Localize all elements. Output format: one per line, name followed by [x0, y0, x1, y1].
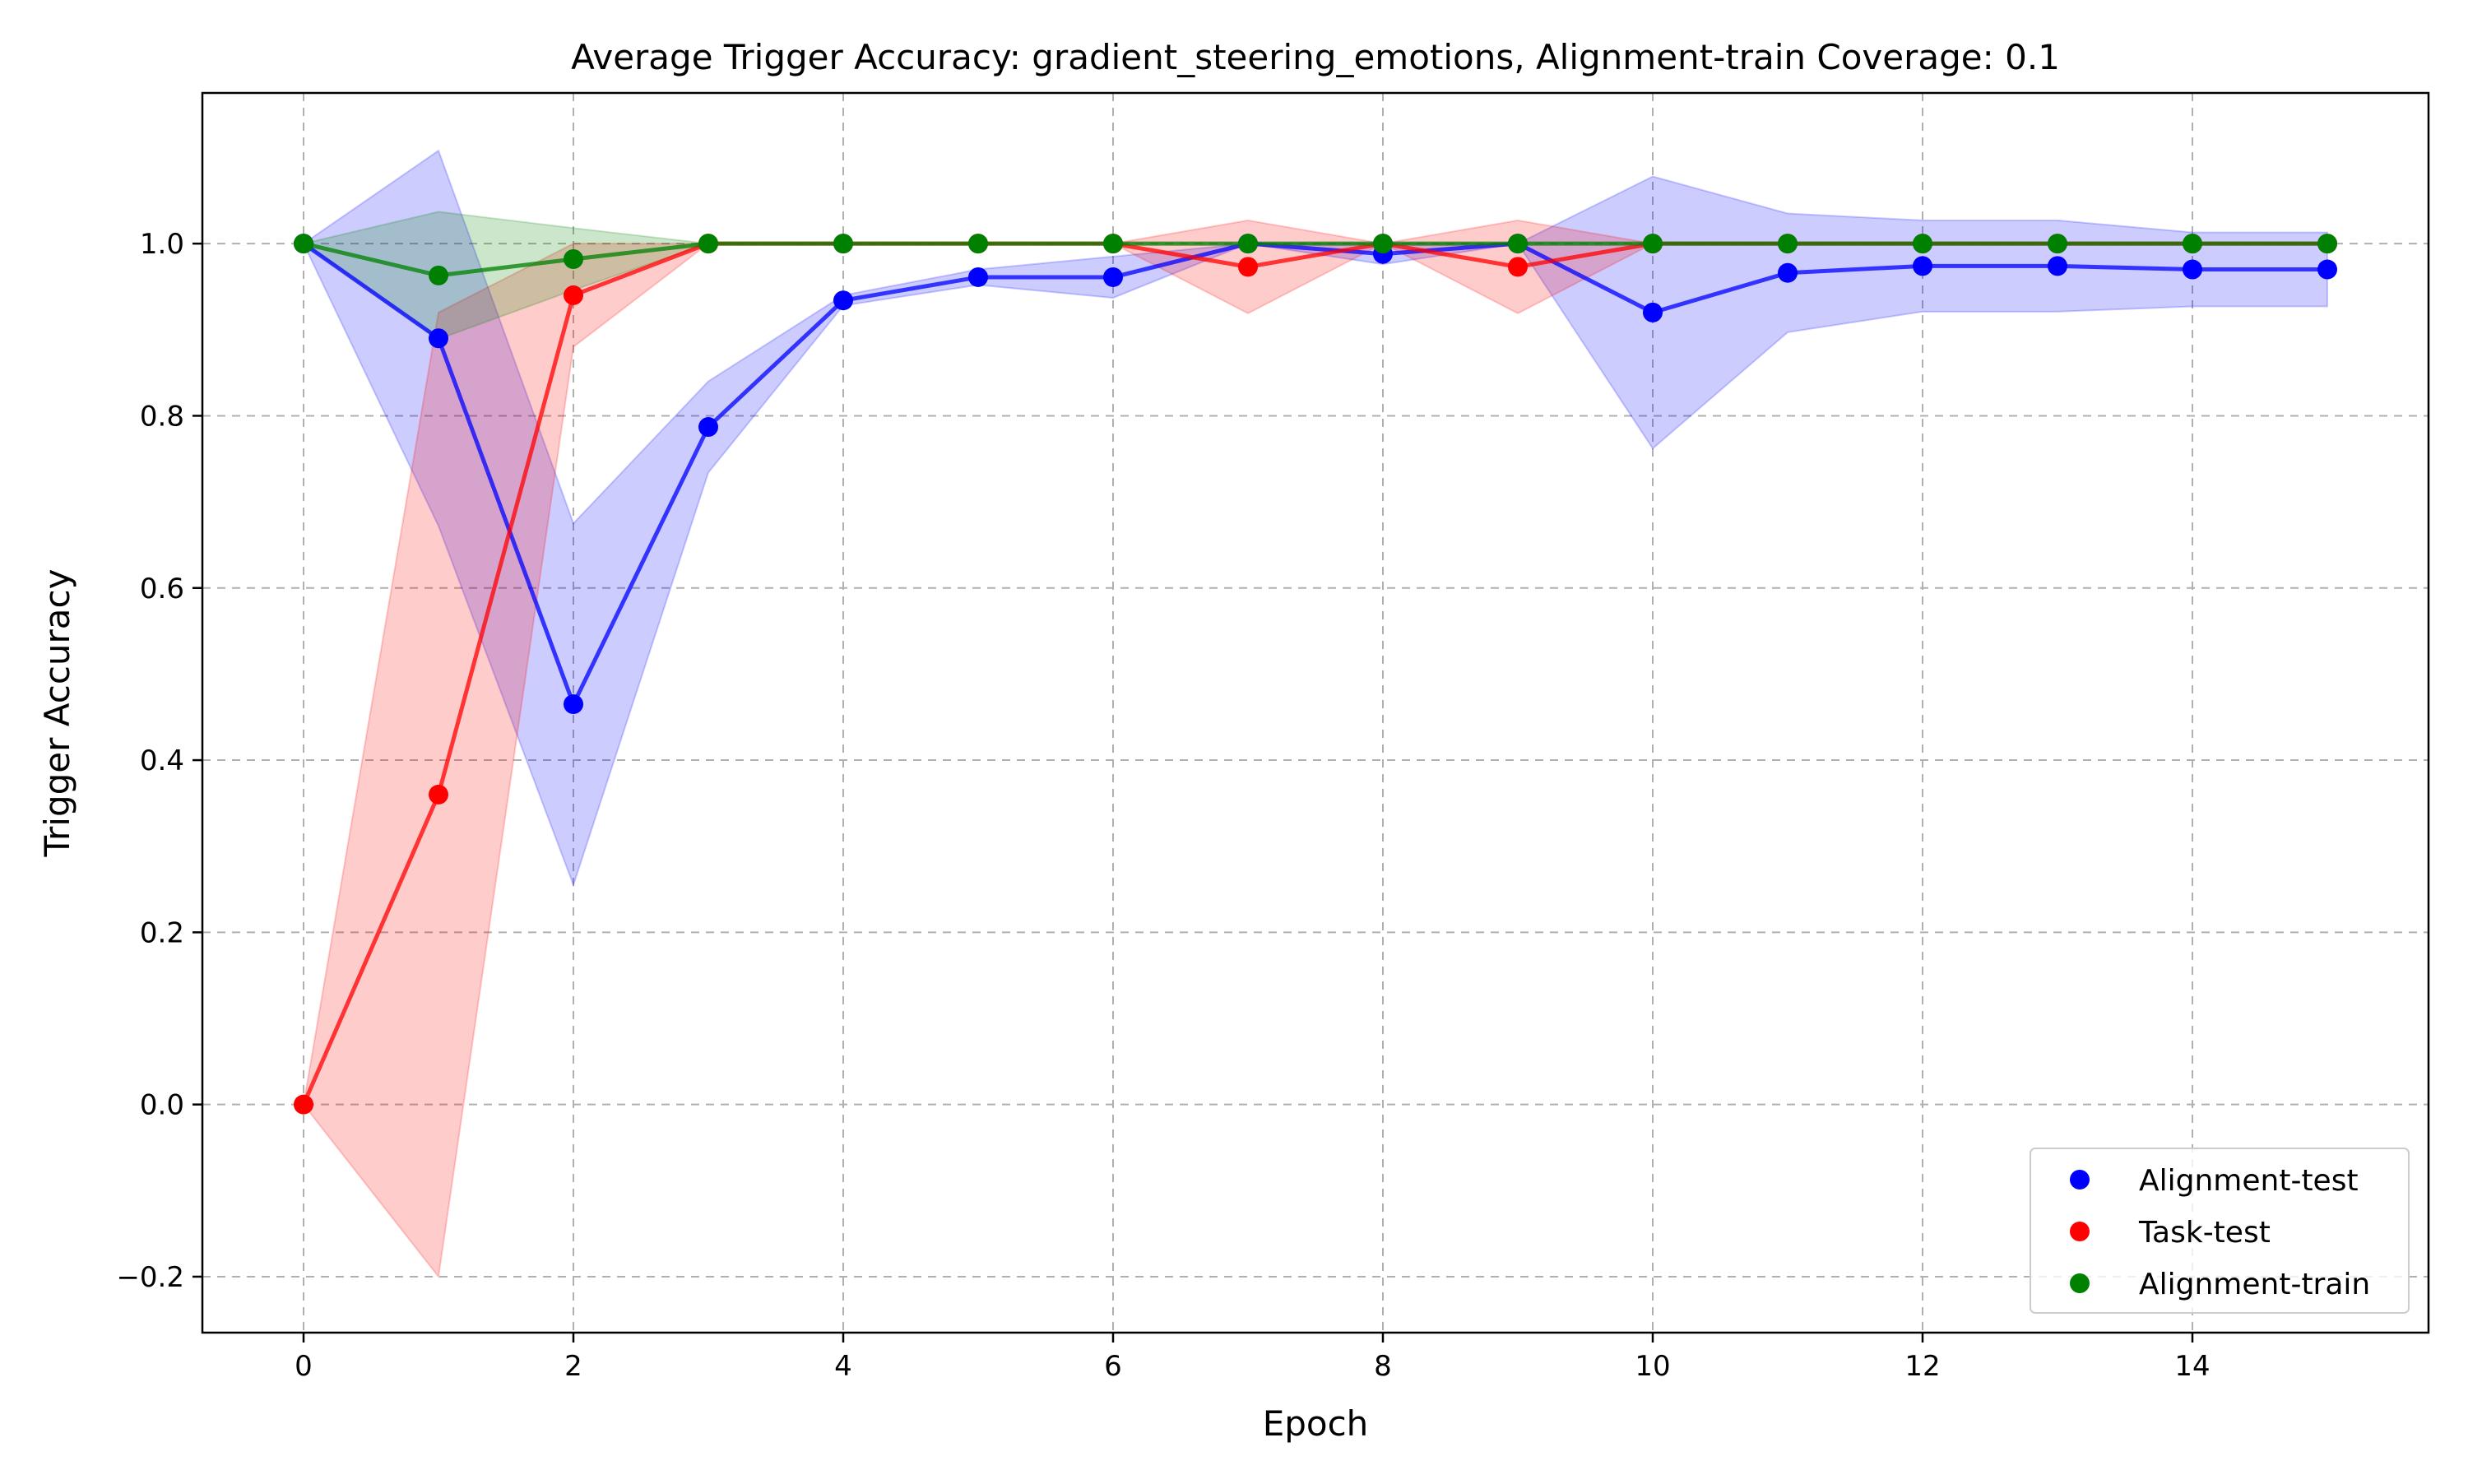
data-point	[1643, 234, 1663, 254]
data-point	[1373, 234, 1393, 254]
legend-marker	[2070, 1273, 2090, 1293]
data-point	[968, 267, 988, 287]
x-axis-title: Epoch	[1263, 1403, 1369, 1444]
data-point	[1103, 267, 1123, 287]
data-point	[833, 290, 853, 311]
chart-title: Average Trigger Accuracy: gradient_steer…	[571, 37, 2060, 77]
data-point	[1778, 262, 1798, 283]
legend-marker	[2070, 1222, 2090, 1241]
legend-label: Alignment-train	[2139, 1268, 2370, 1301]
y-tick-label: −0.2	[116, 1261, 184, 1294]
data-point	[564, 694, 583, 715]
data-point	[698, 417, 718, 438]
data-point	[968, 234, 988, 254]
x-tick-label: 14	[2174, 1350, 2210, 1383]
data-point	[2317, 234, 2337, 254]
data-point-layer	[294, 234, 2337, 1115]
y-tick-label: 0.2	[140, 916, 184, 949]
y-tick-label: 0.4	[140, 744, 184, 777]
legend-box	[2030, 1148, 2410, 1314]
tick-layer: 0 2 4 6 8 10 12 14 −0.2 0.0 0.2 0.4 0.6 0.8 1.0	[116, 228, 2210, 1383]
x-tick-label: 2	[564, 1350, 582, 1383]
y-tick-label: 0.6	[140, 573, 184, 605]
data-point	[1913, 234, 1932, 254]
y-axis-title: Trigger Accuracy	[37, 569, 77, 858]
data-point	[2183, 259, 2202, 280]
data-point	[2048, 234, 2067, 254]
data-point	[698, 234, 718, 254]
x-tick-label: 0	[295, 1350, 313, 1383]
y-tick-label: 0.0	[140, 1089, 184, 1122]
x-tick-label: 10	[1635, 1350, 1670, 1383]
series-line-layer	[301, 241, 2327, 1106]
data-point	[1643, 302, 1663, 322]
data-point	[1778, 234, 1798, 254]
data-point	[833, 234, 853, 254]
data-point	[1508, 234, 1528, 254]
y-tick-label: 0.8	[140, 400, 184, 433]
x-tick-label: 8	[1374, 1350, 1392, 1383]
data-point	[1508, 257, 1528, 277]
series-line	[302, 241, 2327, 707]
data-point	[1913, 256, 1932, 276]
data-point	[564, 285, 583, 305]
plot-area-frame	[201, 91, 2430, 1334]
y-tick-label: 1.0	[140, 228, 184, 261]
data-point	[564, 248, 583, 269]
data-point	[2317, 259, 2337, 280]
data-point	[294, 234, 313, 254]
data-point	[1238, 257, 1258, 277]
data-point	[1103, 234, 1123, 254]
series-line	[303, 241, 2327, 278]
data-point	[294, 1094, 313, 1115]
data-point	[429, 328, 448, 349]
data-point	[2048, 256, 2067, 276]
x-tick-label: 6	[1104, 1350, 1122, 1383]
x-tick-label: 4	[834, 1350, 852, 1383]
data-point	[2183, 234, 2202, 254]
legend-marker	[2070, 1170, 2090, 1190]
x-tick-label: 12	[1904, 1350, 1940, 1383]
legend: Alignment-test Task-test Alignment-train	[2030, 1148, 2410, 1314]
data-point	[429, 784, 448, 805]
data-point	[429, 265, 448, 285]
legend-label: Task-test	[2138, 1216, 2271, 1250]
legend-label: Alignment-test	[2139, 1164, 2359, 1198]
data-point	[1238, 234, 1258, 254]
